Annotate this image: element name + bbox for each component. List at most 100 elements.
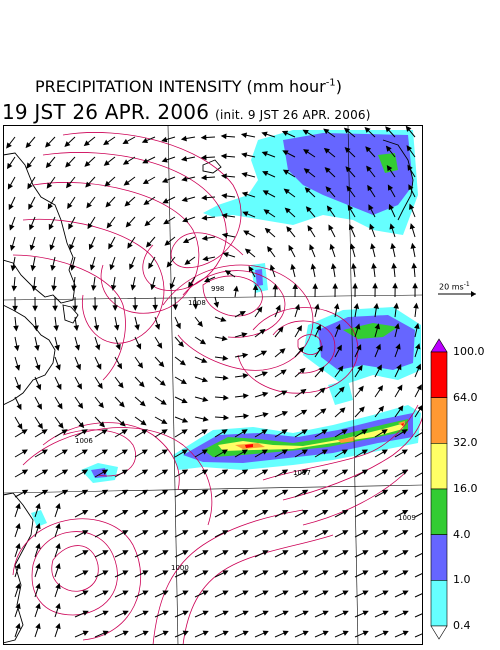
wind-vector-head: [15, 522, 21, 530]
colorbar-tick-label: 4.0: [453, 527, 471, 541]
wind-vector-head: [162, 198, 169, 204]
wind-vector-head: [282, 530, 289, 536]
wind-vector-head: [122, 630, 129, 636]
wind-vector-head: [172, 304, 179, 311]
wind-vector-head: [82, 630, 89, 636]
wind-vector-head: [376, 364, 382, 371]
wind-vector-head: [69, 244, 75, 251]
wind-vector-head: [78, 421, 85, 429]
wind-vector-head: [161, 177, 169, 183]
wind-vector-head: [302, 530, 309, 536]
wind-vector-head: [142, 630, 149, 636]
wind-vector-head: [35, 582, 41, 590]
wind-vector-head: [158, 361, 165, 368]
wind-vector-head: [88, 243, 95, 251]
init-time: (init. 9 JST 26 APR. 2006): [215, 108, 371, 122]
wind-vector-head: [199, 338, 207, 345]
wind-vector-head: [87, 222, 93, 230]
wind-vector-head: [162, 530, 169, 536]
precip-area-cyan: [31, 510, 47, 527]
wind-vector-head: [221, 469, 229, 475]
wind-vector-head: [397, 384, 403, 391]
wind-vector-head: [242, 590, 249, 596]
precip-area-yellow: [218, 423, 405, 451]
wind-vector-head: [30, 265, 36, 272]
wind-vector: [414, 592, 423, 598]
wind-vector-head: [15, 562, 21, 570]
wind-vector-head: [118, 401, 125, 408]
wind-vector: [414, 532, 423, 538]
wind-vector-head: [402, 610, 409, 616]
wind-vector-head: [116, 362, 123, 370]
wind-vector-head: [35, 542, 41, 550]
wind-vector-head: [181, 398, 188, 404]
coastline: [3, 304, 56, 406]
wind-vector-head: [201, 449, 208, 455]
wind-vector-head: [286, 226, 293, 233]
wind-vector-head: [127, 242, 133, 249]
wind-vector-head: [202, 550, 209, 556]
wind-vector-head: [121, 489, 129, 495]
wind-vector-head: [347, 204, 354, 211]
wind-vector-head: [382, 630, 389, 636]
wind-vector-head: [35, 622, 41, 630]
wind-vector-head: [362, 509, 369, 516]
wind-vector-head: [70, 264, 76, 271]
wind-vector-head: [281, 130, 289, 136]
wind-vector-head: [288, 244, 294, 252]
wind-vector-head: [222, 570, 229, 576]
wind-vector-head: [142, 530, 149, 536]
wind-vector-head: [262, 590, 269, 596]
wind-vector-head: [261, 489, 269, 495]
wind-vector-head: [292, 283, 299, 290]
wind-vector-head: [342, 590, 349, 596]
wind-vector-head: [281, 390, 288, 396]
wind-vector-head: [132, 305, 139, 311]
wind-vector-head: [402, 530, 409, 536]
wind-vector-head: [241, 489, 249, 495]
wind-vector-head: [260, 350, 268, 356]
wind-vector-head: [181, 449, 188, 455]
colorbar-under-triangle: [430, 625, 448, 640]
wind-vector-head: [182, 530, 189, 536]
wind-vector-head: [142, 509, 149, 516]
wind-vector-head: [221, 449, 228, 455]
wind-vector-head: [411, 262, 417, 269]
wind-vector-head: [73, 325, 80, 332]
wind-vector-head: [322, 550, 329, 556]
wind-vector-head: [222, 252, 229, 258]
wind-vector-head: [282, 630, 289, 636]
wind-vector-head: [272, 283, 279, 290]
wind-vector-head: [119, 420, 126, 427]
wind-vector-head: [86, 202, 92, 209]
wind-vector-head: [344, 147, 351, 153]
wind-vector-head: [74, 344, 81, 351]
wind-vector-head: [33, 325, 39, 332]
wind-vector-head: [101, 469, 109, 475]
wind-vector-head: [299, 367, 306, 374]
wind-vector-head: [361, 469, 369, 475]
wind-vector-head: [390, 242, 396, 250]
isobar: [62, 429, 136, 477]
wind-vector-head: [117, 382, 124, 389]
wind-vector-head: [51, 285, 57, 292]
wind-vector-head: [181, 176, 188, 182]
wind-vector-head: [332, 282, 339, 289]
wind-vector-head: [181, 196, 188, 203]
wind-vector-head: [179, 359, 186, 366]
wind-vector-head: [405, 125, 412, 132]
wind-vector-head: [121, 449, 128, 455]
wind-vector-head: [110, 284, 117, 291]
wind-vector-head: [368, 204, 374, 211]
wind-vector-head: [319, 387, 326, 394]
wind-vector-head: [35, 522, 41, 530]
wind-vector-head: [106, 222, 113, 229]
wind-vector-head: [182, 550, 189, 556]
wind-vector-head: [243, 230, 250, 236]
wind-vector-head: [55, 602, 61, 610]
wind-vector-head: [105, 201, 112, 208]
wind-vector-head: [92, 305, 98, 312]
wind-vector-head: [242, 509, 249, 516]
wind-vector-head: [150, 284, 156, 291]
wind-vector-head: [101, 429, 108, 435]
